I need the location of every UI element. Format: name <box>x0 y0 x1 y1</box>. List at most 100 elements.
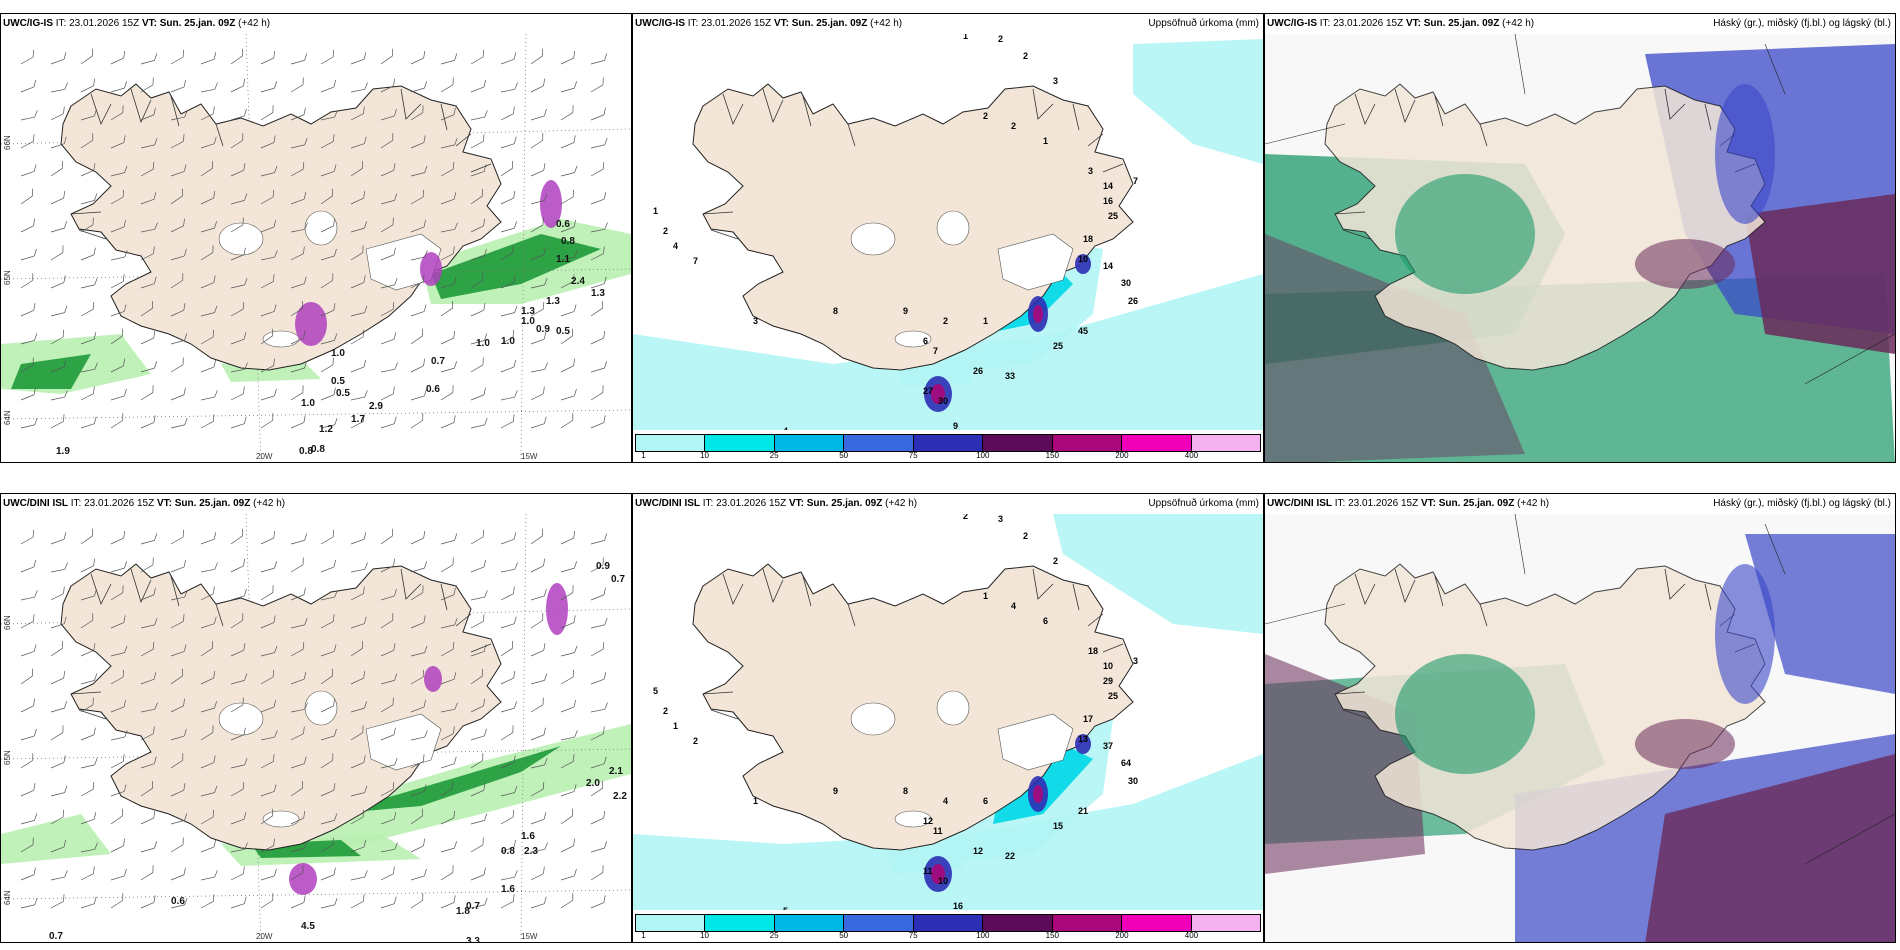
wind-barb <box>410 189 424 205</box>
wind-barb <box>290 841 307 853</box>
wind-barb <box>560 645 578 657</box>
wind-barb <box>590 222 608 233</box>
cloud-layer <box>1645 754 1895 942</box>
wind-barb <box>200 414 215 429</box>
wind-barb <box>350 701 367 713</box>
wind-value-label: 1.1 <box>556 254 570 265</box>
precip-value-label: 9 <box>903 306 908 316</box>
precip-value-label: 15 <box>1053 821 1063 831</box>
wind-barb <box>470 110 488 121</box>
wind-map[interactable]: 66N 65N 64N 20W 15W 0.9 0.7 2.1 2.0 2.2 1.6 0.8 2.3 4… <box>1 514 631 942</box>
wind-barb <box>410 730 428 741</box>
glacier-myrdalsjokull <box>262 810 300 828</box>
wind-barb <box>350 640 363 657</box>
cloud-map[interactable] <box>1265 34 1895 462</box>
wind-barb <box>260 250 278 261</box>
wind-barb <box>20 218 35 233</box>
wind-barb <box>140 161 155 177</box>
wind-barb <box>350 329 364 345</box>
wind-barb <box>50 870 68 881</box>
wind-barb <box>20 134 35 149</box>
model-name: UWC/DINI ISL <box>635 498 700 509</box>
wind-barb <box>170 218 185 233</box>
wind-barb <box>590 415 606 429</box>
wind-barb <box>410 219 426 233</box>
map-canvas[interactable]: 1223221314162518101430264525332627309121… <box>633 34 1263 430</box>
wind-barb <box>80 193 98 205</box>
valid-time: Sun. 25.jan. 09Z <box>159 18 236 29</box>
wind-barb <box>140 641 155 657</box>
wind-barb <box>110 669 124 685</box>
colorbar-tick-label: 10 <box>700 451 709 460</box>
wind-barb <box>50 106 65 121</box>
colorbar-swatches <box>635 434 1261 452</box>
precip-value-label: 3 <box>1088 166 1093 176</box>
wind-barb <box>20 813 38 825</box>
wind-barb <box>560 730 578 741</box>
wind-barb <box>410 615 426 629</box>
coastline-fjord <box>1354 93 1376 126</box>
wind-barb <box>350 160 363 177</box>
precip-map[interactable]: 1223221314162518101430264525332627309121… <box>633 34 1263 430</box>
wind-barb <box>290 53 308 65</box>
wind-barb <box>170 273 184 289</box>
map-canvas[interactable]: 2 322146181029251713376430211522121110161… <box>633 514 1263 910</box>
wind-barb <box>20 387 36 401</box>
wind-barb <box>440 672 457 685</box>
wind-barb <box>80 108 97 121</box>
lead-time: (+42 h) <box>885 498 918 509</box>
wind-barb <box>50 305 68 317</box>
colorbar-tick-label: 75 <box>908 931 918 940</box>
colorbar-tick-label: 400 <box>1184 451 1199 460</box>
wind-barb <box>530 588 547 601</box>
wind-value-label: 1.2 <box>319 424 333 435</box>
wind-map[interactable]: 66N 65N 64N 20W 15W 0.5 0.5 1.0 0.7 0.6 1.0 1.0 0.9 1… <box>1 34 631 462</box>
wind-barb <box>290 810 306 825</box>
precip-value-label: 4 <box>943 796 948 806</box>
panel-header: UWC/IG-IS IT: 23.01.2026 15Z VT: Sun. 25… <box>1 14 631 34</box>
wind-value-label: 2.3 <box>524 846 538 857</box>
wind-barb <box>170 49 184 65</box>
wind-barb <box>380 896 397 909</box>
wind-barb <box>560 81 577 93</box>
wind-value-label: 0.9 <box>536 324 550 335</box>
wind-barb <box>230 812 247 825</box>
precip-value-label: 29 <box>1103 676 1113 686</box>
wind-barb <box>170 79 186 93</box>
wind-value-label: 1.9 <box>56 446 70 457</box>
wind-barb <box>200 586 215 601</box>
wind-barb <box>380 643 396 657</box>
wind-barb <box>380 332 397 345</box>
wind-barb <box>500 82 518 93</box>
longitude-label: 15W <box>521 932 538 941</box>
precip-map[interactable]: 2 3 2 2 1 4 6 18 10 29 25 17 13 37 64 30 21 15 22 12 11 10 16 1… <box>633 514 1263 910</box>
wind-barb <box>440 726 455 741</box>
precip-value-label: 16 <box>953 901 963 910</box>
wind-barb <box>380 697 394 713</box>
panel-header: UWC/DINI ISL IT: 23.01.2026 15Z VT: Sun.… <box>1265 494 1895 514</box>
wind-barb <box>350 562 368 573</box>
wind-barb <box>200 305 218 317</box>
wind-barb <box>410 81 427 93</box>
wind-barb <box>320 248 337 261</box>
wind-barb <box>20 79 36 93</box>
wind-value-label: 1.3 <box>521 306 535 317</box>
wind-barb <box>200 52 217 65</box>
wind-barb <box>170 698 185 713</box>
wind-barb <box>350 305 368 317</box>
wind-barb <box>50 245 64 261</box>
map-canvas[interactable] <box>1265 34 1895 462</box>
wind-barb <box>50 586 65 601</box>
cloud-map[interactable] <box>1265 514 1895 942</box>
wind-barb <box>140 756 157 769</box>
cloud-patch <box>1395 174 1535 294</box>
wind-barb <box>260 219 276 233</box>
map-canvas[interactable] <box>1265 514 1895 942</box>
wind-barb <box>440 587 456 601</box>
wind-barb <box>530 781 545 797</box>
colorbar-swatch <box>774 915 845 931</box>
wind-value-label: 0.6 <box>171 896 185 907</box>
wind-barb <box>50 82 68 93</box>
